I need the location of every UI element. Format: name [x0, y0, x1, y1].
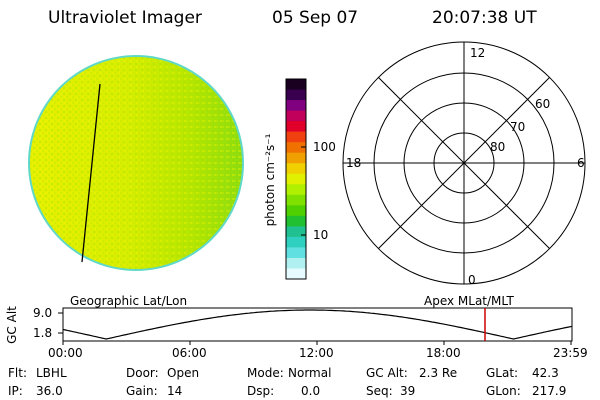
colorbar-cell [286, 79, 306, 91]
mode-value: Normal [288, 366, 332, 380]
colorbar-cell [286, 110, 306, 122]
colorbar-cell [286, 247, 306, 259]
lat-label-80: 80 [490, 140, 506, 154]
x-tick-1800: 18:00 [426, 346, 461, 360]
colorbar-cell [286, 142, 306, 154]
polar-plot [342, 41, 586, 285]
apex-label: Apex MLat/MLT [424, 294, 514, 308]
gc-alt-label: GC Alt: [366, 366, 408, 380]
colorbar-cell [286, 89, 306, 101]
dsp-label: Dsp: [247, 384, 275, 398]
colorbar-cell [286, 236, 306, 248]
gc-alt-axis-label: GC Alt [5, 306, 19, 344]
x-tick-0600: 06:00 [172, 346, 207, 360]
altitude-curve [62, 309, 573, 340]
colorbar-cell [286, 226, 306, 238]
colorbar-cell [286, 215, 306, 227]
flt-label: Flt: [8, 366, 27, 380]
colorbar-cell [286, 257, 306, 269]
time-label: 20:07:38 UT [432, 8, 537, 28]
geographic-label: Geographic Lat/Lon [70, 294, 188, 308]
flt-value: LBHL [36, 366, 67, 380]
instrument-title: Ultraviolet Imager [48, 8, 202, 28]
colorbar-unit-label: photon cm⁻²s⁻¹ [263, 133, 277, 227]
mlt-label-12: 12 [470, 46, 486, 60]
seq-value: 39 [400, 384, 416, 398]
colorbar-cell [286, 152, 306, 164]
colorbar-cell [286, 163, 306, 175]
gain-value: 14 [167, 384, 183, 398]
colorbar-cell [286, 268, 306, 280]
door-value: Open [167, 366, 200, 380]
ip-value: 36.0 [36, 384, 63, 398]
glat-value: 42.3 [532, 366, 559, 380]
terminator-line [81, 83, 101, 263]
colorbar [285, 78, 307, 280]
gain-label: Gain: [126, 384, 158, 398]
x-tick-0000: 00:00 [48, 346, 83, 360]
lat-label-60: 60 [535, 97, 551, 111]
mlt-label-6: 6 [577, 156, 585, 170]
y-tick-9: 9.0 [33, 306, 53, 320]
mlt-label-0: 0 [468, 273, 476, 287]
colorbar-cells [286, 79, 306, 280]
lat-label-70: 70 [510, 120, 526, 134]
door-label: Door: [126, 366, 159, 380]
colorbar-cell [286, 131, 306, 143]
seq-label: Seq: [366, 384, 393, 398]
dsp-value: 0.0 [301, 384, 321, 398]
y-tick-1-8: 1.8 [33, 326, 53, 340]
x-tick-2359: 23:59 [553, 346, 588, 360]
colorbar-cell [286, 205, 306, 217]
ip-label: IP: [8, 384, 23, 398]
glon-value: 217.9 [532, 384, 567, 398]
date-label: 05 Sep 07 [272, 8, 359, 28]
colorbar-cell [286, 194, 306, 206]
mode-label: Mode: [247, 366, 284, 380]
earth-image [28, 55, 244, 271]
colorbar-cell [286, 121, 306, 133]
colorbar-cell [286, 184, 306, 196]
mlt-label-18: 18 [346, 156, 362, 170]
colorbar-cell [286, 100, 306, 112]
gc-alt-value: 2.3 Re [419, 366, 458, 380]
colorbar-cell [286, 173, 306, 185]
glon-label: GLon: [486, 384, 521, 398]
x-tick-1200: 12:00 [299, 346, 334, 360]
colorbar-tick-10: 10 [313, 228, 329, 242]
glat-label: GLat: [486, 366, 519, 380]
colorbar-tick-100: 100 [313, 140, 336, 154]
altitude-timeline [58, 307, 573, 345]
